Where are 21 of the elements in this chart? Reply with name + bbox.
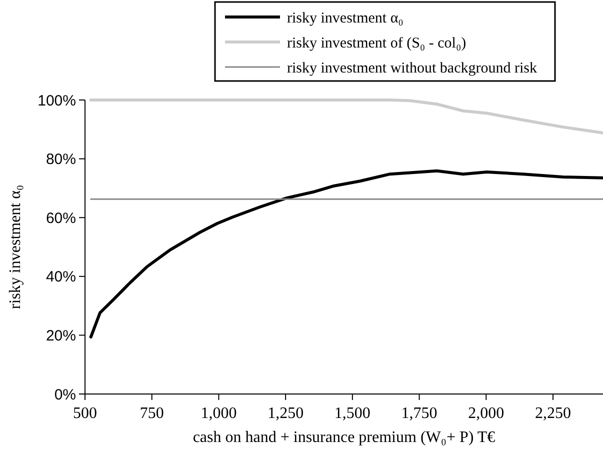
x-tick-label: 1,500	[334, 405, 370, 422]
legend-label: risky investment α₀	[287, 10, 404, 26]
line-series	[89, 169, 603, 338]
y-tick-label: 80%	[46, 151, 76, 168]
legend-label: risky investment of (S₀ - col₀)	[287, 35, 466, 52]
y-axis-title: risky investment α₀	[7, 184, 24, 310]
x-tick-label: 2,000	[468, 405, 504, 422]
line-series	[89, 98, 603, 134]
y-tick-label: 60%	[46, 210, 76, 227]
y-tick-label: 20%	[46, 327, 76, 344]
y-tick-label: 100%	[38, 92, 76, 110]
legend-label: risky investment without background risk	[287, 60, 538, 76]
x-tick-label: 1,250	[268, 405, 304, 422]
x-tick-label: 1,000	[200, 405, 237, 422]
y-tick-label: 40%	[46, 268, 76, 286]
y-tick-label: 0%	[54, 386, 76, 404]
x-axis-title: cash on hand + insurance premium (W₀+ P) T€	[192, 429, 496, 446]
x-tick-label: 750	[140, 405, 164, 422]
x-tick-label: 2,250	[534, 405, 571, 422]
x-tick-label: 1,750	[401, 405, 438, 422]
x-tick-label: 500	[73, 405, 97, 422]
